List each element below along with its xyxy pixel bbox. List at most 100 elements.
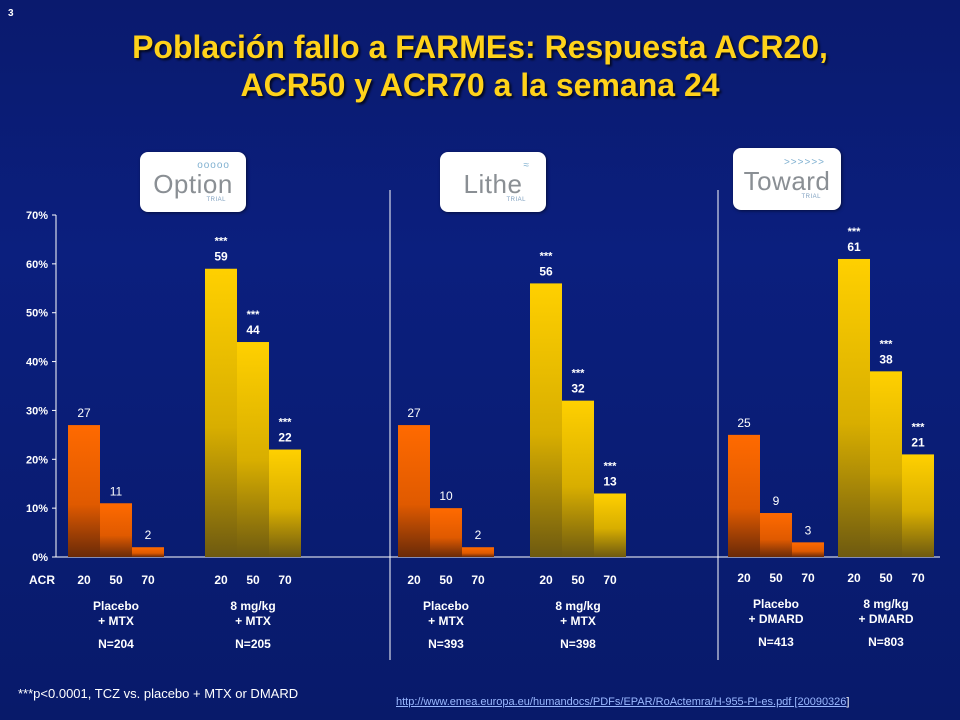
bar [594,493,626,557]
y-tick-label: 10% [26,503,48,515]
bar [462,547,494,557]
lithe-logo-sub: TRIAL [506,197,526,203]
bar-value-label: 59 [214,250,228,264]
bar-value-label: 9 [773,494,780,508]
bar-value-label: 2 [145,528,152,542]
x-category-label: 70 [603,573,617,587]
group-sample-size: N=803 [868,635,904,649]
group-label-line-1: 8 mg/kg [230,599,275,613]
group-label-line-2: + DMARD [858,612,913,626]
lithe-logo-name: Lithe [463,169,523,199]
bar-value-label: 10 [439,489,453,503]
x-category-label: 50 [246,573,260,587]
bar [430,508,462,557]
option-logo-mark: ooooo [197,160,230,171]
y-tick-label: 0% [32,552,48,564]
bar-value-label: 27 [77,406,91,420]
significance-marker: *** [540,250,554,262]
bar [562,400,594,557]
significance-marker: *** [279,417,293,429]
bar [237,342,269,557]
y-tick-label: 60% [26,259,48,271]
lithe-trial-logo: ≈ Lithe TRIAL [440,152,546,212]
significance-marker: *** [604,460,618,472]
group-label-line-1: Placebo [423,599,469,613]
bar-value-label: 27 [407,406,421,420]
bar [68,425,100,557]
toward-trial-logo: >>>>>> Toward TRIAL [733,148,841,210]
bar-value-label: 11 [110,484,123,498]
bar-value-label: 38 [879,352,893,366]
source-citation: http://www.emea.europa.eu/humandocs/PDFs… [396,696,849,708]
group-label-line-2: + MTX [235,614,271,628]
y-tick-label: 70% [26,210,48,222]
y-tick-label: 20% [26,454,48,466]
x-category-label: 70 [278,573,292,587]
bar [269,449,301,557]
group-label-line-2: + MTX [560,614,596,628]
title-line-1: Población fallo a FARMEs: Respuesta ACR2… [132,29,828,65]
group-label-line-1: Placebo [93,599,139,613]
significance-marker: *** [247,309,261,321]
bar [870,371,902,557]
group-label-line-1: 8 mg/kg [863,597,908,611]
bar-value-label: 61 [847,240,861,254]
group-sample-size: N=398 [560,637,596,651]
x-category-label: 20 [539,573,553,587]
group-label-line-2: + MTX [98,614,134,628]
bar-value-label: 22 [278,431,292,445]
group-label-line-1: Placebo [753,597,799,611]
group-sample-size: N=204 [98,637,134,651]
y-tick-label: 40% [26,357,48,369]
bar [760,513,792,557]
x-category-label: 50 [571,573,585,587]
group-sample-size: N=413 [758,635,794,649]
x-category-label: 20 [737,571,751,585]
group-label-line-2: + DMARD [748,612,803,626]
x-category-label: 50 [769,571,783,585]
x-category-label: 50 [109,573,123,587]
bar [398,425,430,557]
bar-value-label: 13 [603,474,617,488]
significance-marker: *** [215,236,229,248]
y-tick-label: 50% [26,308,48,320]
source-link[interactable]: http://www.emea.europa.eu/humandocs/PDFs… [396,696,847,708]
slide-number: 3 [8,8,14,19]
x-category-label: 50 [439,573,453,587]
bar [530,283,562,557]
toward-logo-name: Toward [743,166,831,196]
bar-value-label: 32 [571,382,585,396]
group-label-line-2: + MTX [428,614,464,628]
x-category-label: 20 [407,573,421,587]
bar-value-label: 21 [911,435,925,449]
group-sample-size: N=393 [428,637,464,651]
group-sample-size: N=205 [235,637,271,651]
bar [100,503,132,557]
significance-footnote: ***p<0.0001, TCZ vs. placebo + MTX or DM… [18,686,299,701]
x-category-label: 70 [471,573,485,587]
x-axis-acr-label: ACR [29,573,55,587]
option-logo-name: Option [153,169,233,199]
x-category-label: 20 [847,571,861,585]
bar [132,547,164,557]
bar [792,542,824,557]
bar [838,258,870,557]
x-category-label: 20 [214,573,228,587]
toward-logo-mark: >>>>>> [783,157,825,168]
x-category-label: 70 [141,573,155,587]
bar-value-label: 56 [539,264,553,278]
x-category-label: 50 [879,571,893,585]
option-trial-logo: ooooo Option TRIAL [140,152,246,212]
bar-value-label: 44 [246,323,260,337]
significance-marker: *** [848,226,862,238]
title-line-2: ACR50 y ACR70 a la semana 24 [240,67,720,103]
bar-value-label: 2 [475,528,482,542]
group-label-line-1: 8 mg/kg [555,599,600,613]
bar-value-label: 25 [737,416,751,430]
option-logo-sub: TRIAL [206,197,226,203]
lithe-logo-mark: ≈ [523,160,530,171]
y-tick-label: 30% [26,405,48,417]
page-title: Población fallo a FARMEs: Respuesta ACR2… [40,28,920,104]
significance-marker: *** [880,338,894,350]
